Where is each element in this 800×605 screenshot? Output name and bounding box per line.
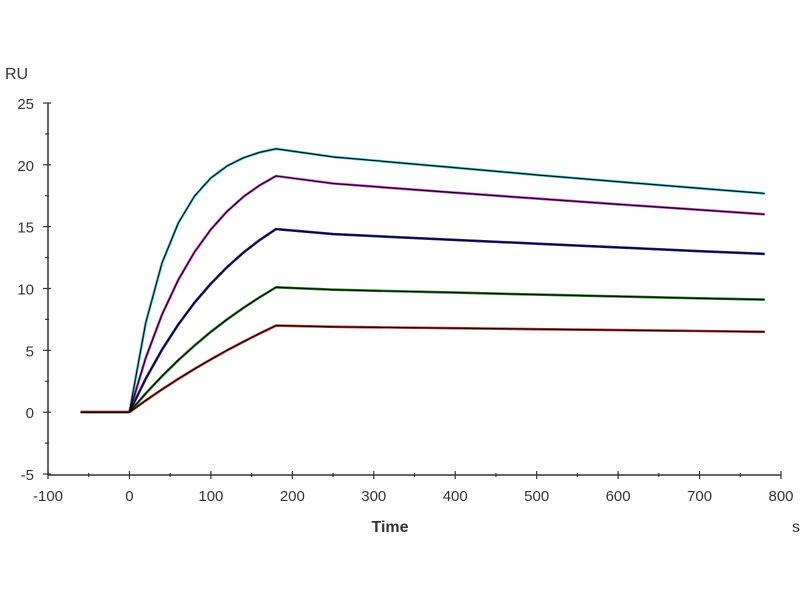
y-tick-label: 0 [26,405,34,422]
curve-1-data-line [80,147,765,414]
y-axis-label: RU [5,66,28,83]
curve-4-fit-line [80,286,765,413]
y-tick-label: 10 [17,282,34,299]
y-tick-label: 15 [17,220,34,237]
x-tick-label: 600 [606,488,631,505]
y-tick-label: 5 [26,343,34,360]
y-tick-label: -5 [21,467,34,484]
x-axis-label: Time [371,519,408,536]
curve-1-fit-line [80,148,765,413]
x-axis-unit: s [792,519,800,536]
x-tick-label: 200 [280,488,305,505]
curve-3-fit-line [80,228,765,413]
curve-2-fit-line [80,175,765,413]
x-tick-label: 700 [687,488,712,505]
x-tick-label: 0 [125,488,133,505]
x-tick-label: 300 [361,488,386,505]
curve-3-data-line [80,227,765,414]
curve-5-data-line [80,324,765,414]
curve-4-data-line [80,286,765,414]
x-tick-label: -100 [33,488,63,505]
x-tick-label: 100 [198,488,223,505]
x-tick-label: 500 [524,488,549,505]
y-tick-label: 20 [17,158,34,175]
x-tick-label: 800 [768,488,793,505]
curve-5-fit-line [80,325,765,413]
x-tick-label: 400 [443,488,468,505]
y-tick-label: 25 [17,96,34,113]
